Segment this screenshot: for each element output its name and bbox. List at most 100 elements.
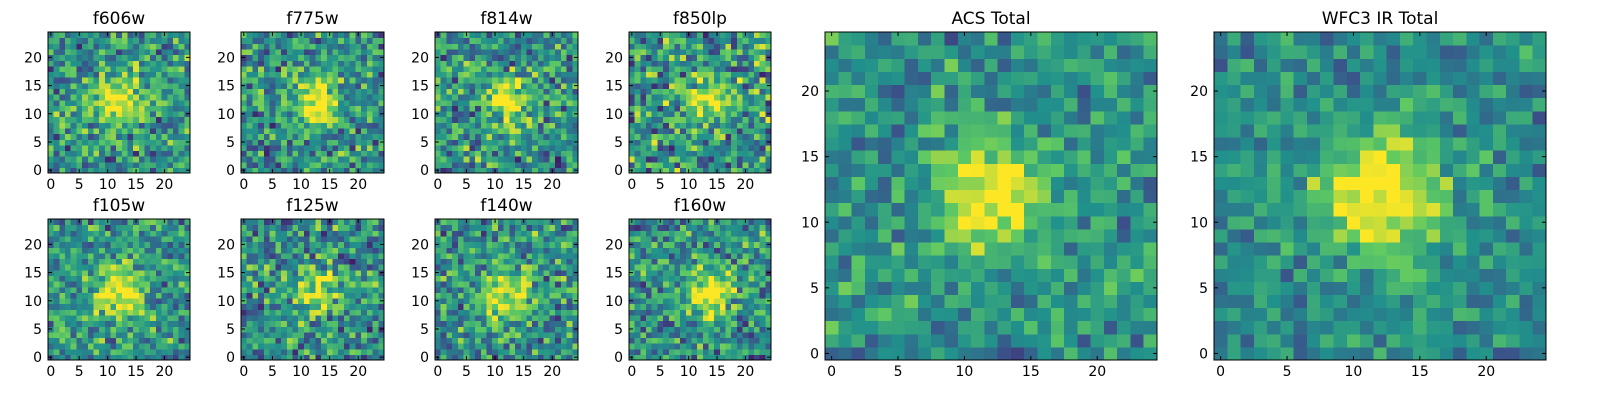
heatmap-cell [509, 150, 516, 157]
heatmap-cell [691, 82, 698, 89]
heatmap-cell [731, 314, 738, 322]
heatmap-cell [742, 105, 749, 112]
heatmap-cell [719, 156, 727, 163]
heatmap-cell [70, 275, 77, 282]
heatmap-cell [486, 139, 493, 146]
heatmap-cell [492, 281, 499, 288]
heatmap-cell [435, 275, 442, 282]
heatmap-cell [76, 241, 83, 248]
heatmap-cell [263, 116, 271, 123]
heatmap-cell [469, 230, 476, 237]
heatmap-cell [252, 235, 259, 243]
heatmap-cell [76, 82, 83, 89]
heatmap-cell [59, 281, 66, 288]
heatmap-cell [646, 88, 653, 95]
heatmap-cell [748, 32, 755, 39]
x-tick-label: 20 [543, 177, 561, 193]
heatmap-cell [263, 110, 271, 118]
heatmap-cell [99, 247, 106, 254]
heatmap-cell [651, 99, 658, 106]
heatmap-cell [172, 230, 180, 237]
heatmap-cell [155, 241, 163, 248]
heatmap-cell [486, 82, 493, 89]
heatmap-cell [572, 264, 579, 271]
heatmap-cell [70, 252, 77, 260]
heatmap-cell [332, 105, 339, 112]
heatmap-cell [480, 269, 488, 276]
heatmap-cell [725, 331, 732, 339]
heatmap-cell [76, 297, 83, 305]
heatmap-cell [646, 309, 653, 316]
heatmap-cell [731, 65, 738, 73]
heatmap-cell [566, 105, 573, 112]
panel-title: f814w [480, 9, 532, 29]
heatmap-cell [178, 269, 185, 276]
heatmap-cell [680, 116, 687, 123]
heatmap-cell [497, 326, 505, 333]
heatmap-cell [150, 88, 157, 95]
heatmap-cell [121, 88, 129, 95]
heatmap-cell [532, 60, 539, 67]
heatmap-cell [509, 337, 516, 344]
heatmap-cell [303, 82, 311, 89]
heatmap-cell [480, 167, 488, 174]
heatmap-cell [252, 122, 259, 129]
heatmap-cell [668, 139, 676, 146]
heatmap-cell [748, 297, 755, 305]
heatmap-cell [361, 252, 368, 260]
heatmap-cell [503, 275, 510, 282]
heatmap-cell [144, 43, 151, 50]
heatmap-cell [144, 32, 151, 39]
heatmap-cell [70, 354, 77, 361]
heatmap-cell [515, 133, 522, 140]
heatmap-cell [155, 99, 163, 106]
heatmap-cell [87, 348, 95, 355]
heatmap-cell [338, 292, 345, 299]
heatmap-cell [731, 281, 738, 288]
heatmap-cell [640, 43, 647, 50]
heatmap-cell [150, 354, 157, 361]
heatmap-cell [53, 286, 60, 293]
heatmap-cell [133, 156, 140, 163]
heatmap-cell [446, 99, 453, 106]
heatmap-cell [663, 48, 670, 56]
heatmap-cell [82, 127, 89, 135]
heatmap-cell [172, 320, 180, 327]
heatmap-cell [144, 320, 151, 327]
heatmap-cell [560, 247, 568, 254]
heatmap-cell [116, 297, 123, 305]
heatmap-cell [286, 139, 294, 146]
heatmap-cell [475, 337, 482, 344]
heatmap-cell [309, 122, 316, 129]
heatmap-cell [121, 82, 129, 89]
heatmap-cell [492, 264, 499, 271]
heatmap-cell [269, 297, 276, 305]
heatmap-cell [697, 309, 704, 316]
heatmap-cell [246, 247, 254, 254]
heatmap-cell [133, 331, 140, 339]
heatmap-cell [298, 320, 305, 327]
heatmap-cell [520, 48, 528, 56]
heatmap-cell [167, 258, 174, 265]
heatmap-cell [127, 156, 134, 163]
heatmap-cell [104, 71, 112, 78]
heatmap-cell [99, 88, 106, 95]
heatmap-cell [440, 281, 448, 288]
heatmap-cell [719, 37, 727, 44]
heatmap-cell [321, 54, 328, 61]
heatmap-cell [663, 65, 670, 73]
heatmap-cell [150, 286, 157, 293]
heatmap-cell [127, 241, 134, 248]
heatmap-cell [657, 122, 664, 129]
heatmap-cell [155, 354, 163, 361]
heatmap-cell [759, 82, 766, 89]
heatmap-cell [99, 281, 106, 288]
heatmap-cell [714, 161, 721, 168]
heatmap-cell [99, 275, 106, 282]
heatmap-cell [150, 65, 157, 73]
heatmap-cell [59, 247, 66, 254]
heatmap-cell [355, 43, 362, 50]
heatmap-cell [343, 331, 351, 339]
heatmap-cell [87, 116, 95, 123]
heatmap-cell [138, 219, 146, 226]
